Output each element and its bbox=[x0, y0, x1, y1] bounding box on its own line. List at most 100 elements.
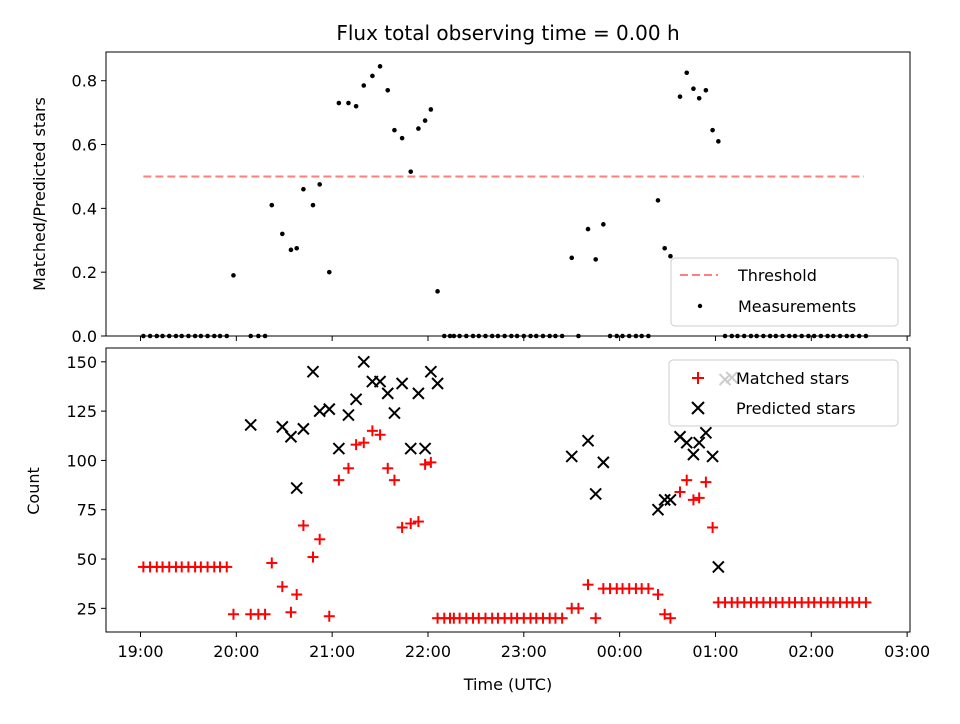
measurements-point bbox=[677, 94, 683, 99]
measurements-point bbox=[710, 127, 715, 133]
matched-stars-point bbox=[314, 533, 326, 545]
top-y-tick-label: 0.2 bbox=[72, 263, 97, 282]
predicted-stars-point bbox=[581, 434, 595, 447]
measurements-point bbox=[231, 273, 236, 278]
matched-stars-point bbox=[227, 608, 239, 620]
predicted-stars-point bbox=[357, 355, 370, 369]
predicted-stars-point bbox=[276, 420, 289, 434]
x-tick-label: 02:00 bbox=[788, 642, 834, 661]
matched-stars-point bbox=[412, 516, 424, 528]
bottom-legend-box bbox=[668, 359, 899, 427]
predicted-stars-point bbox=[658, 493, 671, 507]
predicted-stars-point bbox=[349, 393, 363, 406]
measurements-point bbox=[593, 257, 598, 262]
predicted-stars-point bbox=[297, 422, 310, 436]
measurements-point bbox=[428, 107, 434, 112]
matched-stars-point bbox=[382, 462, 394, 474]
matched-stars-point bbox=[664, 612, 676, 624]
bottom-y-tick-label: 25 bbox=[77, 599, 97, 618]
x-tick-label: 21:00 bbox=[309, 642, 355, 661]
predicted-stars-point bbox=[597, 456, 610, 469]
matched-stars-point bbox=[642, 583, 654, 595]
x-tick-label: 01:00 bbox=[692, 642, 738, 661]
measurements-point bbox=[392, 127, 397, 133]
matched-stars-point bbox=[358, 437, 370, 449]
top-y-axis-label: Matched/Predicted stars bbox=[30, 97, 49, 291]
x-axis-label: Time (UTC) bbox=[463, 675, 552, 694]
top-chart-title: Flux total observing time = 0.00 h bbox=[336, 21, 679, 45]
measurements-point bbox=[435, 289, 440, 294]
measurements-point bbox=[422, 118, 428, 123]
bottom-panel: Count Time (UTC) bbox=[24, 347, 911, 694]
predicted-stars-point bbox=[565, 450, 578, 463]
measurements-point bbox=[696, 95, 702, 101]
matched-stars-point bbox=[674, 486, 686, 498]
matched-stars-point bbox=[707, 521, 719, 533]
bottom-y-tick-label: 75 bbox=[77, 501, 97, 520]
measurements-point bbox=[294, 245, 299, 251]
measurements-point bbox=[346, 100, 351, 106]
predicted-stars-point bbox=[284, 430, 298, 443]
predicted-stars-point bbox=[699, 426, 713, 440]
predicted-stars-point bbox=[692, 436, 706, 449]
x-tick-label: 23:00 bbox=[501, 642, 547, 661]
bottom-legend: Matched stars Predicted stars bbox=[668, 359, 899, 427]
measurements-point bbox=[662, 245, 667, 251]
predicted-stars-point bbox=[664, 493, 677, 507]
predicted-stars-point bbox=[589, 487, 602, 501]
predicted-stars-point bbox=[306, 365, 320, 378]
measurements-point bbox=[301, 186, 306, 192]
predicted-stars-point bbox=[651, 503, 665, 516]
predicted-stars-point bbox=[332, 442, 346, 455]
predicted-stars-point bbox=[431, 377, 444, 390]
matched-stars-point bbox=[419, 458, 431, 470]
matched-stars-point bbox=[590, 612, 602, 624]
x-tick-label: 03:00 bbox=[884, 642, 930, 661]
matched-stars-point bbox=[342, 462, 354, 474]
bottom-y-axis-label: Count bbox=[24, 467, 43, 515]
matched-stars-point bbox=[221, 561, 233, 573]
predicted-stars-legend-label: Predicted stars bbox=[736, 399, 856, 418]
matched-stars-point bbox=[285, 606, 297, 618]
bottom-y-tick-label: 150 bbox=[66, 353, 97, 372]
predicted-stars-point bbox=[313, 404, 326, 418]
predicted-stars-point bbox=[424, 365, 438, 378]
matched-stars-point bbox=[396, 521, 408, 533]
predicted-stars-point bbox=[290, 481, 303, 495]
threshold-legend-label: Threshold bbox=[737, 266, 817, 285]
measurements-legend-label: Measurements bbox=[738, 297, 856, 316]
matched-stars-point bbox=[276, 581, 288, 593]
measurements-point bbox=[361, 83, 367, 88]
matched-stars-point bbox=[374, 429, 386, 441]
matched-stars-point bbox=[425, 456, 437, 468]
matched-stars-point bbox=[693, 492, 705, 504]
top-y-tick-label: 0.8 bbox=[72, 72, 97, 91]
matched-stars-point bbox=[582, 579, 594, 591]
matched-stars-point bbox=[700, 476, 712, 488]
predicted-stars-point bbox=[418, 442, 432, 455]
predicted-stars-point bbox=[323, 402, 336, 416]
top-legend: Threshold Measurements bbox=[670, 257, 899, 327]
bottom-y-tick-label: 50 bbox=[77, 550, 97, 569]
matched-stars-point bbox=[659, 608, 671, 620]
measurements-point bbox=[691, 86, 696, 91]
measurements-point bbox=[326, 269, 332, 275]
predicted-stars-point bbox=[244, 418, 257, 432]
matched-stars-point bbox=[307, 551, 319, 563]
bottom-y-tick-label: 100 bbox=[66, 451, 97, 470]
bottom-plot-area bbox=[137, 355, 872, 624]
bottom-y-tick-label: 125 bbox=[66, 402, 97, 421]
measurements-legend-swatch bbox=[697, 303, 703, 309]
predicted-stars-point bbox=[373, 375, 387, 388]
matched-stars-point bbox=[323, 610, 335, 622]
matched-stars-point bbox=[860, 596, 872, 608]
predicted-stars-point bbox=[342, 408, 355, 422]
matched-stars-point bbox=[388, 474, 400, 486]
predicted-stars-point bbox=[388, 406, 401, 420]
top-panel: Matched/Predicted stars bbox=[30, 51, 911, 339]
measurements-point bbox=[684, 70, 690, 76]
matched-stars-legend-swatch bbox=[692, 372, 704, 384]
measurements-point bbox=[385, 87, 391, 93]
top-axes-frame bbox=[105, 51, 911, 337]
predicted-stars-point bbox=[706, 450, 719, 463]
